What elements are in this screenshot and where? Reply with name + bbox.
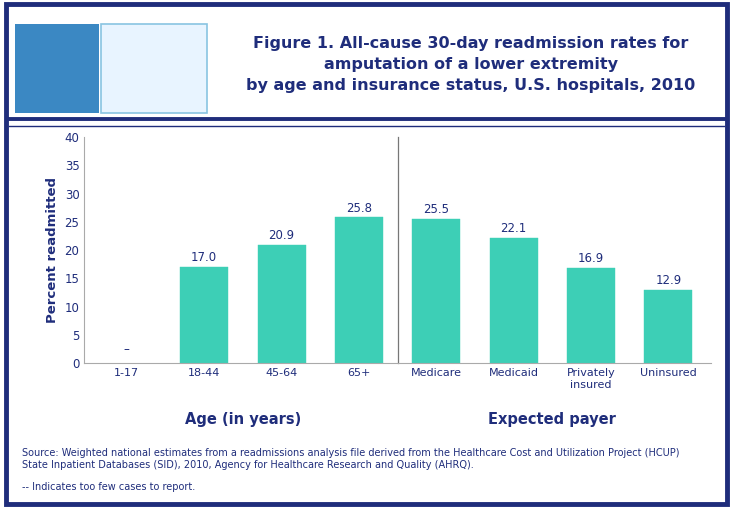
Text: 22.1: 22.1: [501, 223, 527, 236]
Text: 16.9: 16.9: [578, 252, 604, 265]
Bar: [257, 245, 306, 363]
Text: 25.8: 25.8: [346, 202, 372, 214]
Text: ✦: ✦: [44, 52, 70, 81]
Text: Figure 1. All-cause 30-day readmission rates for
amputation of a lower extremity: Figure 1. All-cause 30-day readmission r…: [246, 36, 696, 92]
Text: 25.5: 25.5: [424, 203, 449, 216]
Y-axis label: Percent readmitted: Percent readmitted: [46, 177, 59, 323]
Bar: [567, 268, 615, 363]
Text: Age (in years): Age (in years): [185, 411, 301, 427]
Text: 12.9: 12.9: [655, 274, 682, 288]
Bar: [490, 238, 538, 363]
Bar: [644, 290, 693, 363]
Text: HHS: HHS: [47, 97, 67, 106]
Bar: [413, 219, 460, 363]
Text: Expected payer: Expected payer: [488, 411, 616, 427]
Text: –: –: [124, 343, 130, 357]
Text: 20.9: 20.9: [268, 229, 295, 242]
Text: -- Indicates too few cases to report.: -- Indicates too few cases to report.: [22, 482, 195, 492]
Text: 17.0: 17.0: [191, 251, 217, 264]
Text: Source: Weighted national estimates from a readmissions analysis file derived fr: Source: Weighted national estimates from…: [22, 448, 679, 470]
Bar: [335, 217, 383, 363]
Bar: [180, 267, 228, 363]
